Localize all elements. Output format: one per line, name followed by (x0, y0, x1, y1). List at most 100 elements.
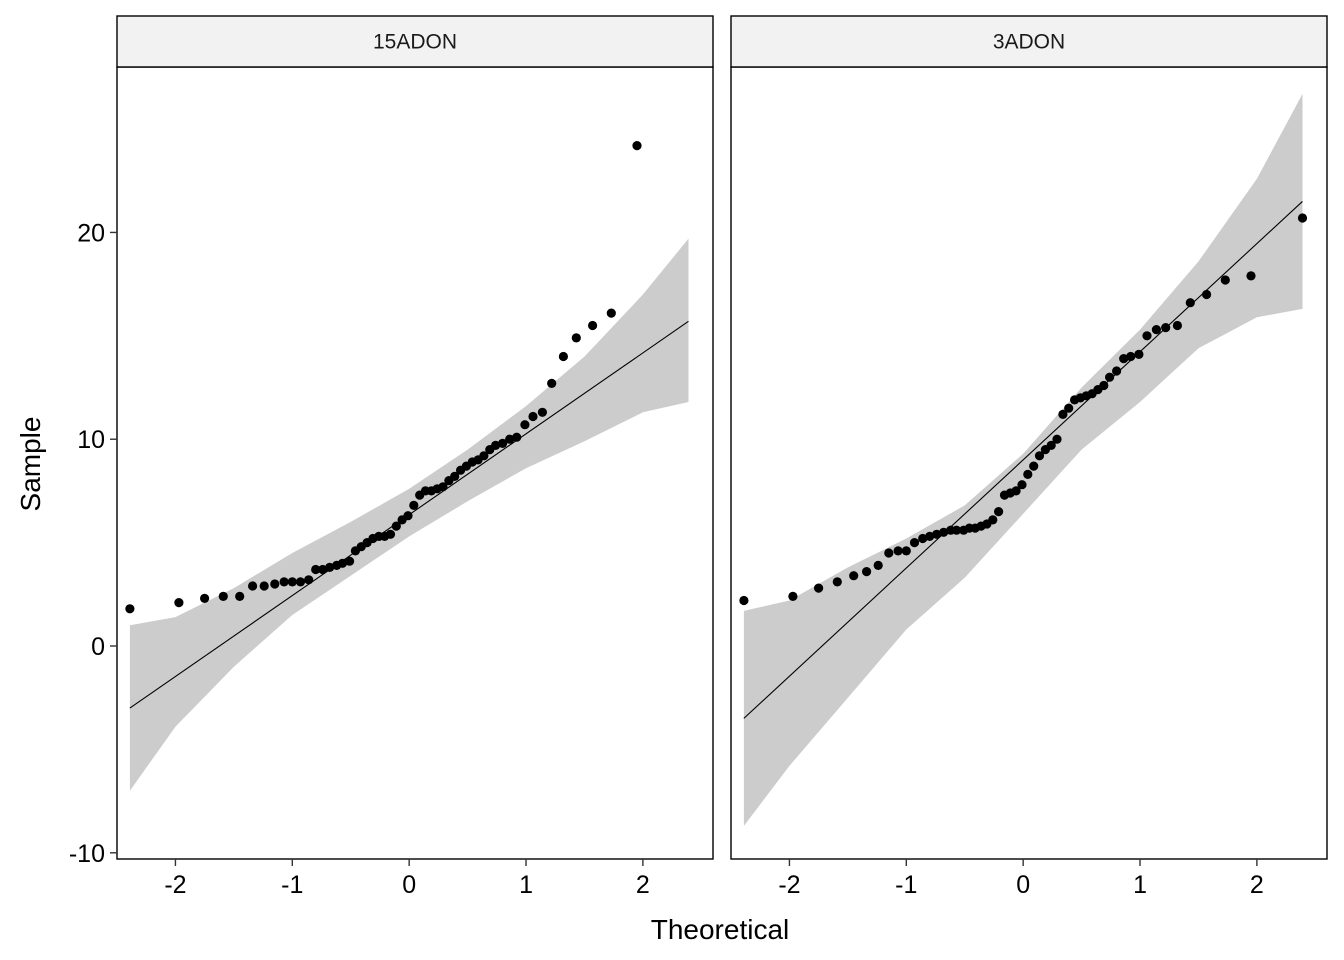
data-point (505, 434, 515, 444)
data-point (547, 378, 557, 388)
data-point (558, 351, 569, 362)
data-point (279, 577, 289, 587)
x-tick-label: 0 (1016, 871, 1030, 899)
data-point (1112, 366, 1122, 376)
data-point (409, 500, 419, 510)
data-point (248, 581, 258, 591)
data-point (1105, 372, 1115, 382)
x-tick-label: 0 (402, 871, 416, 899)
data-point (893, 546, 903, 556)
data-point (1220, 275, 1230, 285)
data-point (438, 482, 448, 492)
data-point (391, 521, 401, 531)
data-point (884, 548, 894, 558)
data-point (1172, 320, 1182, 331)
data-point (1126, 351, 1136, 362)
data-point (498, 438, 508, 448)
facet-strip-label: 3ADON (993, 31, 1065, 54)
data-point (337, 558, 348, 568)
x-tick-label: -1 (281, 871, 303, 899)
data-point (1064, 403, 1074, 413)
x-tick-label: 1 (519, 871, 533, 899)
data-point (873, 560, 883, 571)
data-point (287, 577, 297, 587)
data-point (994, 507, 1004, 517)
data-point (939, 527, 949, 537)
y-axis-title: Sample (15, 417, 46, 512)
y-tick-label: 0 (91, 633, 105, 661)
x-axis-title: Theoretical (651, 914, 790, 945)
data-point (632, 141, 642, 151)
facet-strip (730, 15, 1328, 68)
data-point (1058, 409, 1068, 419)
data-point (918, 533, 928, 544)
data-point (1151, 325, 1161, 335)
y-tick-label: 10 (77, 426, 105, 454)
data-point (814, 583, 824, 593)
data-point (512, 432, 522, 442)
y-tick-label: -10 (69, 840, 105, 868)
data-point (235, 591, 245, 602)
data-point (1119, 354, 1129, 364)
data-point (1034, 451, 1045, 461)
data-point (520, 420, 530, 430)
data-point (479, 451, 489, 461)
data-point (1246, 271, 1256, 281)
data-point (259, 581, 269, 591)
x-tick-label: 1 (1133, 871, 1147, 899)
y-tick-label: 20 (77, 219, 105, 247)
data-point (403, 511, 413, 521)
data-point (925, 531, 935, 542)
data-point (788, 591, 798, 602)
data-point (1029, 461, 1039, 471)
data-point (1099, 380, 1109, 391)
x-tick-label: 2 (1250, 871, 1264, 899)
data-point (218, 591, 228, 602)
data-point (849, 571, 859, 581)
data-point (588, 320, 598, 331)
data-point (345, 556, 355, 566)
x-tick-label: -2 (778, 871, 800, 899)
data-point (1142, 331, 1152, 341)
data-point (318, 564, 328, 575)
data-point (311, 564, 321, 575)
data-point (1297, 213, 1308, 223)
data-point (862, 567, 872, 577)
data-point (537, 407, 548, 417)
data-point (1161, 323, 1171, 333)
data-point (988, 515, 998, 525)
x-tick-label: -2 (164, 871, 186, 899)
data-point (385, 529, 396, 539)
data-point (951, 525, 962, 535)
data-point (1046, 440, 1056, 450)
data-point (901, 546, 911, 556)
x-tick-label: -1 (895, 871, 917, 899)
x-tick-label: 2 (636, 871, 650, 899)
data-point (571, 333, 581, 343)
data-point (125, 604, 135, 614)
data-point (304, 575, 314, 585)
data-point (1185, 298, 1195, 308)
data-point (1011, 486, 1021, 496)
data-point (1023, 469, 1033, 479)
data-point (832, 577, 842, 587)
panel-3ADON: 3ADON -2 -1 0 1 2 (730, 15, 1328, 899)
panel-border (116, 66, 714, 860)
data-point (450, 471, 460, 481)
data-point (491, 440, 501, 450)
data-point (606, 308, 616, 318)
data-point (739, 595, 749, 606)
data-point (325, 562, 335, 573)
data-point (1017, 480, 1027, 490)
data-point (528, 411, 538, 422)
data-point (1052, 434, 1062, 444)
reference-line (743, 201, 1303, 719)
facet-strip (116, 15, 714, 68)
data-point (295, 577, 306, 587)
data-point (1134, 349, 1144, 359)
data-point (1202, 289, 1212, 300)
data-point (200, 593, 210, 604)
data-point (909, 538, 920, 548)
